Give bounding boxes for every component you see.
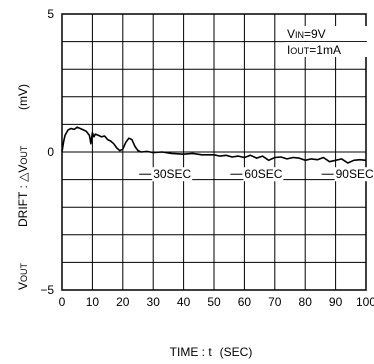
- x-tick-label: 90: [329, 295, 343, 309]
- condition-label: IOUT=1mA: [287, 43, 341, 57]
- x-tick-label: 70: [268, 295, 282, 309]
- test-conditions: VIN=9V IOUT=1mA: [284, 26, 369, 57]
- y-axis-title-vout: VOUT: [16, 262, 30, 290]
- y-axis-unit: (mV): [16, 84, 30, 110]
- y-tick-labels: 5 0 −5: [40, 7, 54, 297]
- marker-label-bg: [243, 167, 284, 182]
- x-tick-label: 60: [238, 295, 252, 309]
- marker-label: 90SEC: [336, 167, 374, 181]
- series-line: [61, 126, 367, 164]
- grid-lines: [62, 14, 366, 290]
- condition-bg: [284, 42, 369, 57]
- marker-label: 30SEC: [153, 167, 191, 181]
- x-tick-label: 0: [59, 295, 66, 309]
- condition-bg: [284, 26, 369, 41]
- condition-label: VIN=9V: [287, 27, 326, 41]
- marker-label-bg: [334, 167, 374, 182]
- y-axis-title-drift: DRIFT : △VOUT: [16, 145, 30, 227]
- x-tick-labels: 0 10 20 30 40 50 60 70 80 90 100: [59, 295, 374, 309]
- x-tick-label: 50: [207, 295, 221, 309]
- y-tick-label: 5: [47, 7, 54, 21]
- x-axis-title: TIME : t (SEC): [170, 345, 253, 359]
- x-tick-label: 10: [86, 295, 100, 309]
- series-group: [61, 126, 367, 164]
- x-tick-label: 80: [299, 295, 313, 309]
- x-tick-label: 20: [116, 295, 130, 309]
- x-tick-label: 40: [177, 295, 191, 309]
- y-tick-label: −5: [40, 283, 54, 297]
- x-tick-label: 100: [356, 295, 374, 309]
- time-markers: 30SEC 60SEC 90SEC: [139, 167, 374, 182]
- y-tick-label: 0: [47, 145, 54, 159]
- marker-label: 60SEC: [244, 167, 282, 181]
- x-tick-label: 30: [147, 295, 161, 309]
- marker-label-bg: [152, 167, 193, 182]
